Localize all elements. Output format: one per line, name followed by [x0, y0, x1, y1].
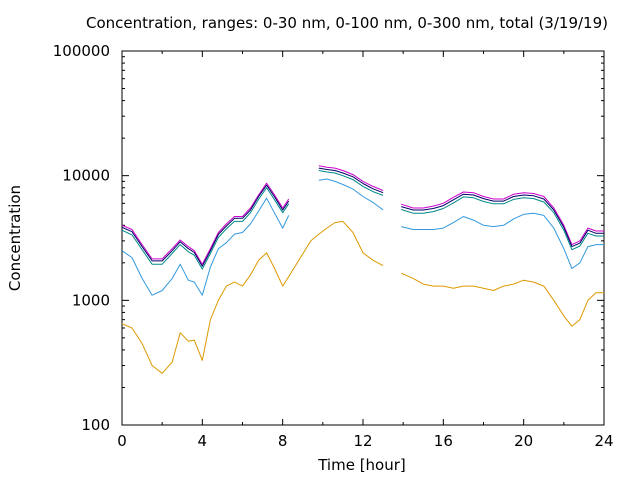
series-line-2 — [121, 167, 604, 267]
x-axis-label: Time [hour] — [318, 456, 406, 474]
series-line-4 — [121, 178, 604, 296]
x-tick-label: 24 — [594, 432, 613, 450]
x-tick-label: 12 — [353, 432, 372, 450]
series-line-1 — [121, 165, 604, 265]
series-line-3 — [121, 170, 604, 270]
y-tick-label: 100 — [81, 416, 110, 434]
y-tick-label: 1000 — [72, 291, 110, 309]
plot-frame — [121, 50, 605, 426]
axis-ticks: 0 4 8 12 16 20 24 100 1000 10000 100000 — [53, 42, 614, 450]
series-group — [121, 165, 604, 374]
x-tick-label: 20 — [514, 432, 533, 450]
x-tick-label: 4 — [198, 432, 208, 450]
y-axis-label: Concentration — [6, 184, 24, 292]
x-tick-label: 8 — [278, 432, 288, 450]
x-tick-label: 0 — [117, 432, 127, 450]
y-tick-label: 100000 — [53, 42, 110, 60]
y-tick-label: 10000 — [62, 167, 110, 185]
series-line-5 — [121, 220, 604, 374]
x-tick-label: 16 — [434, 432, 453, 450]
chart-title: Concentration, ranges: 0-30 nm, 0-100 nm… — [86, 14, 608, 32]
